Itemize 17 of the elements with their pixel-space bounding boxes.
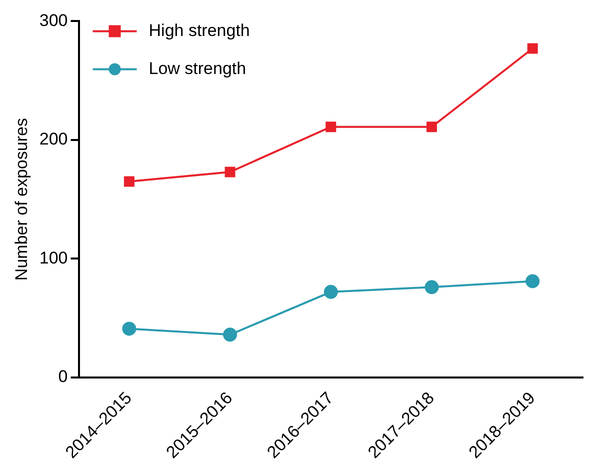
point <box>224 166 236 178</box>
point <box>324 284 338 299</box>
point <box>326 122 336 132</box>
point <box>223 328 238 342</box>
point <box>426 122 437 132</box>
y-tick-label: 300 <box>39 10 68 30</box>
point <box>124 176 134 187</box>
point <box>424 280 439 294</box>
y-axis-title: Number of exposures <box>12 118 31 281</box>
legend-label: High strength <box>148 20 250 40</box>
y-tick-label: 0 <box>58 367 68 386</box>
legend-label: Low strength <box>148 58 246 78</box>
point <box>122 322 136 336</box>
y-tick-label: 200 <box>39 130 68 149</box>
y-tick-label: 100 <box>39 248 68 268</box>
point <box>527 43 538 54</box>
point <box>526 274 540 288</box>
